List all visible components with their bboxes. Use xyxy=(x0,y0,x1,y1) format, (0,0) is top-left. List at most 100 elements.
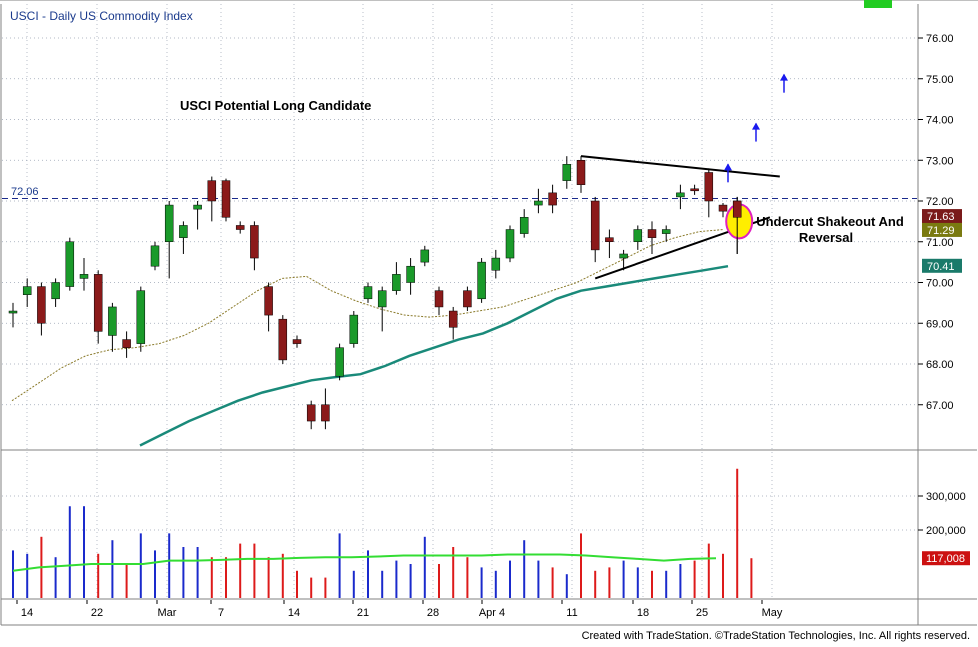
candle-body xyxy=(65,241,75,287)
candle-body xyxy=(51,282,60,300)
y-tick-label: 73.00 xyxy=(926,155,954,167)
price-badge-label: 71.29 xyxy=(927,225,955,237)
status-indicator xyxy=(864,0,892,8)
candle-body xyxy=(264,286,273,316)
x-tick-label: Apr 4 xyxy=(479,607,505,619)
volume-bars xyxy=(12,468,753,598)
vol-tick-label: 300,000 xyxy=(926,491,966,503)
candle-body xyxy=(434,290,444,308)
candle-body xyxy=(676,192,685,198)
grid xyxy=(2,4,917,598)
candle-body xyxy=(377,290,387,308)
y-tick-label: 69.00 xyxy=(926,318,954,330)
arrow-up-icon xyxy=(752,122,760,130)
x-tick-label: Mar xyxy=(158,607,177,619)
candle-body xyxy=(590,200,600,251)
candle-body xyxy=(420,249,430,263)
pattern-annotation-line1: Undercut Shakeout And xyxy=(756,214,904,229)
candle-body xyxy=(548,192,557,206)
candle-body xyxy=(647,229,657,238)
candle-body xyxy=(93,274,103,332)
candle-body xyxy=(8,310,18,314)
y-tick-label: 70.00 xyxy=(926,278,954,290)
candle-body xyxy=(562,164,572,181)
x-tick-label: 22 xyxy=(91,607,103,619)
candle-body xyxy=(619,253,628,259)
chart-title: USCI - Daily US Commodity Index xyxy=(10,9,193,23)
price-badge-label: 70.41 xyxy=(927,261,955,273)
candle-body xyxy=(193,204,202,210)
candle-body xyxy=(633,229,643,242)
candles xyxy=(8,156,742,430)
candle-body xyxy=(732,200,742,218)
candle-body xyxy=(122,339,131,348)
y-tick-label: 74.00 xyxy=(926,115,954,127)
price-badge xyxy=(922,258,962,273)
candle-body xyxy=(363,286,373,300)
candle-body xyxy=(37,286,46,324)
x-tick-label: 21 xyxy=(357,607,369,619)
y-tick-label: 76.00 xyxy=(926,33,954,45)
candle-body xyxy=(690,188,699,192)
volume-average-line xyxy=(12,553,717,572)
volume-badge-label: 117,008 xyxy=(926,553,965,565)
x-tick-label: 25 xyxy=(696,607,708,619)
y-tick-label: 72.00 xyxy=(926,196,954,208)
candle-body xyxy=(605,237,614,243)
arrows xyxy=(724,73,788,183)
x-tick-label: 7 xyxy=(218,607,224,619)
candle-body xyxy=(235,225,245,230)
candle-body xyxy=(406,265,415,283)
price-badge xyxy=(922,209,962,224)
main-annotation: USCI Potential Long Candidate xyxy=(180,98,371,113)
candle-body xyxy=(292,339,302,344)
footer-credit: Created with TradeStation. ©TradeStation… xyxy=(582,630,970,642)
candle-body xyxy=(221,180,231,218)
moving-averages xyxy=(11,229,729,447)
volume-axis: 300,000 200,000 xyxy=(918,491,966,537)
candle-body xyxy=(505,229,515,259)
price-axis: 76.00 75.00 74.00 73.00 72.00 71.00 70.00 69.00… xyxy=(918,33,954,412)
candle-body xyxy=(491,257,501,271)
x-tick-label: 18 xyxy=(637,607,649,619)
volume-badge xyxy=(922,551,970,566)
price-badge xyxy=(922,222,962,237)
vol-tick-label: 200,000 xyxy=(926,525,966,537)
candle-body xyxy=(448,310,458,328)
time-axis: 14 22 Mar 7 14 21 28 Apr 4 11 18 25 May xyxy=(16,600,783,619)
y-tick-label: 71.00 xyxy=(926,237,954,249)
candle-body xyxy=(22,286,32,295)
candle-body xyxy=(150,245,160,267)
arrow-up-icon xyxy=(724,163,732,171)
candle-body xyxy=(306,404,316,422)
candle-body xyxy=(576,160,586,185)
pattern-annotation-line2: Reversal xyxy=(799,230,853,245)
highlight-group xyxy=(725,196,754,254)
resistance-value-label: 72.06 xyxy=(11,186,39,198)
ma-long-line xyxy=(139,264,729,447)
candle-body xyxy=(519,217,529,234)
candle-body xyxy=(704,172,714,202)
x-tick-label: 11 xyxy=(566,607,577,619)
candle-body xyxy=(321,404,330,422)
candle-body xyxy=(392,274,401,291)
candle-body xyxy=(477,261,486,300)
candle-body xyxy=(164,204,174,242)
x-tick-label: 28 xyxy=(427,607,439,619)
x-tick-label: 14 xyxy=(21,607,33,619)
y-tick-label: 67.00 xyxy=(926,400,954,412)
candle-body xyxy=(463,290,472,308)
x-tick-label: May xyxy=(762,607,783,619)
candle-body xyxy=(349,314,359,344)
candle-body xyxy=(278,318,288,361)
candle-body xyxy=(250,225,259,259)
candle-body xyxy=(207,180,217,202)
trendline-upper xyxy=(580,155,780,178)
y-tick-label: 68.00 xyxy=(926,359,954,371)
candle-body xyxy=(179,225,188,238)
y-tick-label: 75.00 xyxy=(926,74,954,86)
price-badge-label: 71.63 xyxy=(927,211,955,223)
